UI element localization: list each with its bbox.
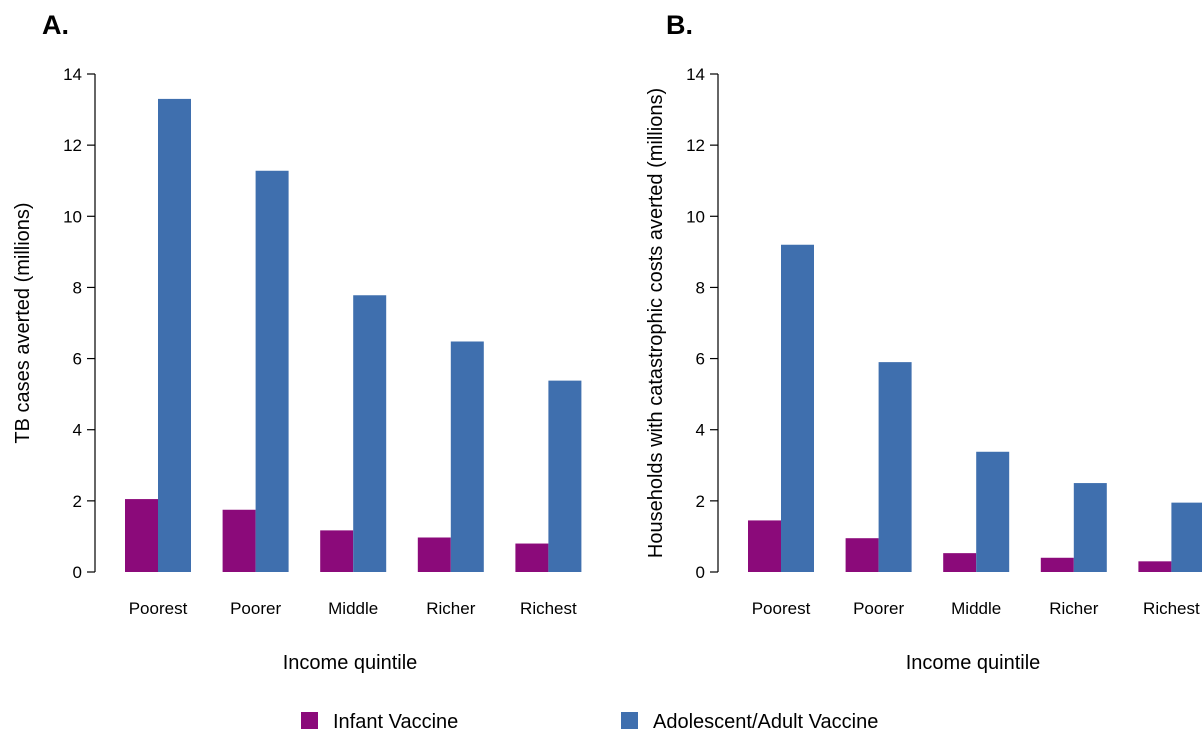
panel-b-bar-adult-middle xyxy=(976,451,1010,572)
panel-b-x-tick-label: Richer xyxy=(1049,599,1098,618)
panel-b-bar-adult-poorest xyxy=(781,244,814,572)
panel-b-bar-infant-poorer xyxy=(845,538,879,572)
panel-a-x-tick-label: Poorest xyxy=(129,599,188,618)
legend-adult-swatch xyxy=(621,712,638,729)
panel-b-y-tick-label: 4 xyxy=(696,421,705,440)
panel-b-plot: 0 2 4 6 8 10 12 14 Poorest Poorer Middle Richer Rich… xyxy=(686,65,1202,618)
panel-a-y-tick-label: 12 xyxy=(63,136,82,155)
panel-a-y-tick-label: 10 xyxy=(63,207,82,226)
panel-a-bar-adult-richer xyxy=(450,341,484,572)
panel-b-x-tick-label: Poorest xyxy=(752,599,811,618)
panel-a-bar-adult-middle xyxy=(353,295,387,572)
panel-b-bar-adult-richest xyxy=(1171,502,1202,572)
panel-b-y-tick-label: 8 xyxy=(696,278,705,297)
panel-a-x-tick-label: Richer xyxy=(426,599,475,618)
panel-a-label: A. xyxy=(42,10,69,40)
legend: Infant Vaccine Adolescent/Adult Vaccine xyxy=(301,711,878,731)
panel-b-y-tick-label: 6 xyxy=(696,350,705,369)
panel-a-bar-adult-poorer xyxy=(255,170,289,573)
legend-infant-swatch xyxy=(301,712,318,729)
panel-b-label: B. xyxy=(666,10,693,40)
panel-a-x-tick-label: Middle xyxy=(328,599,378,618)
panel-a-plot: 0 2 4 6 8 10 12 14 Poorest Poorer Middle Richer Rich… xyxy=(63,65,582,618)
panel-b-y-tick-label: 10 xyxy=(686,207,705,226)
panel-b-y-tick-label: 0 xyxy=(696,563,705,582)
panel-b-x-tick-label: Middle xyxy=(951,599,1001,618)
panel-a-y-tick-label: 4 xyxy=(73,421,82,440)
panel-a-bar-infant-richest xyxy=(515,543,549,572)
legend-infant-label: Infant Vaccine xyxy=(333,711,458,731)
panel-b-x-axis-title: Income quintile xyxy=(906,652,1041,674)
panel-a-x-tick-label: Richest xyxy=(520,599,577,618)
panel-a-y-tick-label: 6 xyxy=(73,350,82,369)
panel-b-bar-infant-middle xyxy=(943,553,977,572)
panel-b-x-tick-label: Poorer xyxy=(853,599,904,618)
panel-a-bar-adult-richest xyxy=(548,380,582,572)
panel-a-bar-infant-middle xyxy=(320,530,354,572)
panel-b-bar-infant-richer xyxy=(1040,557,1074,572)
panel-a-bar-infant-richer xyxy=(417,537,451,572)
panel-b-bar-infant-richest xyxy=(1138,561,1172,572)
panel-b-y-tick-label: 14 xyxy=(686,65,705,84)
panel-a-y-tick-label: 0 xyxy=(73,563,82,582)
panel-b-y-tick-label: 2 xyxy=(696,492,705,511)
panel-b-y-tick-label: 12 xyxy=(686,136,705,155)
panel-a-x-axis-title: Income quintile xyxy=(283,652,418,674)
panel-b-bar-adult-richer xyxy=(1073,483,1107,572)
panel-b-bar-adult-poorer xyxy=(878,362,912,572)
panel-b-y-axis-title: Households with catastrophic costs avert… xyxy=(645,88,667,558)
panel-a-y-tick-label: 14 xyxy=(63,65,82,84)
panel-a-bar-adult-poorest xyxy=(158,98,191,573)
panel-b-bar-infant-poorest xyxy=(748,520,781,572)
panel-a-bar-infant-poorest xyxy=(125,499,158,572)
panel-a-y-tick-label: 2 xyxy=(73,492,82,511)
panel-a-y-tick-label: 8 xyxy=(73,278,82,297)
panel-a-y-axis-title: TB cases averted (millions) xyxy=(12,202,34,443)
panel-a-bar-infant-poorer xyxy=(222,509,256,572)
legend-adult-label: Adolescent/Adult Vaccine xyxy=(653,711,878,731)
panel-b-x-tick-label: Richest xyxy=(1143,599,1200,618)
panel-a-x-tick-label: Poorer xyxy=(230,599,281,618)
